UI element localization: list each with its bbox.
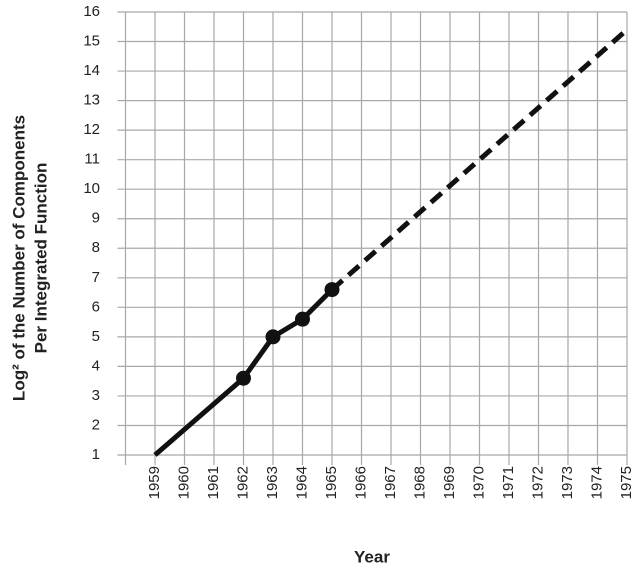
y-tick-label: 9 — [92, 210, 100, 227]
y-tick-label: 13 — [83, 92, 100, 109]
y-tick-label: 6 — [92, 298, 100, 315]
y-tick-label: 7 — [92, 269, 100, 286]
point — [295, 311, 310, 327]
point — [265, 329, 281, 345]
x-tick-label: 1969 — [441, 466, 458, 499]
x-tick-label: 1961 — [205, 466, 222, 499]
y-tick-label: 12 — [83, 121, 100, 138]
x-tick-label: 1966 — [352, 466, 369, 499]
x-tick-label: 1975 — [618, 466, 635, 499]
y-axis-title: Log² of the Number of Components — [9, 115, 28, 401]
x-tick-label: 1971 — [500, 466, 517, 499]
x-tick-label: 1967 — [382, 466, 399, 499]
point — [236, 370, 251, 386]
y-tick-label: 14 — [83, 62, 100, 79]
x-tick-label: 1962 — [234, 466, 251, 499]
x-tick-label: 1974 — [588, 466, 605, 499]
y-tick-label: 1 — [92, 446, 100, 463]
x-tick-label: 1973 — [559, 466, 576, 499]
x-tick-label: 1972 — [529, 466, 546, 499]
y-tick-label: 15 — [83, 33, 100, 50]
y-tick-label: 11 — [84, 151, 100, 168]
x-tick-label: 1960 — [175, 466, 192, 499]
x-tick-label: 1965 — [323, 466, 340, 499]
y-tick-label: 4 — [92, 357, 100, 374]
y-tick-label: 16 — [83, 3, 100, 20]
x-tick-label: 1964 — [293, 466, 310, 499]
y-tick-label: 5 — [92, 328, 100, 345]
x-axis-title: Year — [354, 547, 390, 566]
x-tick-label: 1968 — [411, 466, 428, 499]
x-tick-label: 1963 — [264, 466, 281, 499]
y-tick-label: 8 — [92, 239, 100, 256]
y-tick-label: 10 — [83, 180, 100, 197]
y-tick-label: 2 — [92, 416, 100, 433]
x-tick-label: 1970 — [470, 466, 487, 499]
y-axis-title: Per Integrated Function — [31, 163, 50, 354]
x-tick-label: 1959 — [146, 466, 163, 499]
y-tick-label: 3 — [92, 387, 100, 404]
